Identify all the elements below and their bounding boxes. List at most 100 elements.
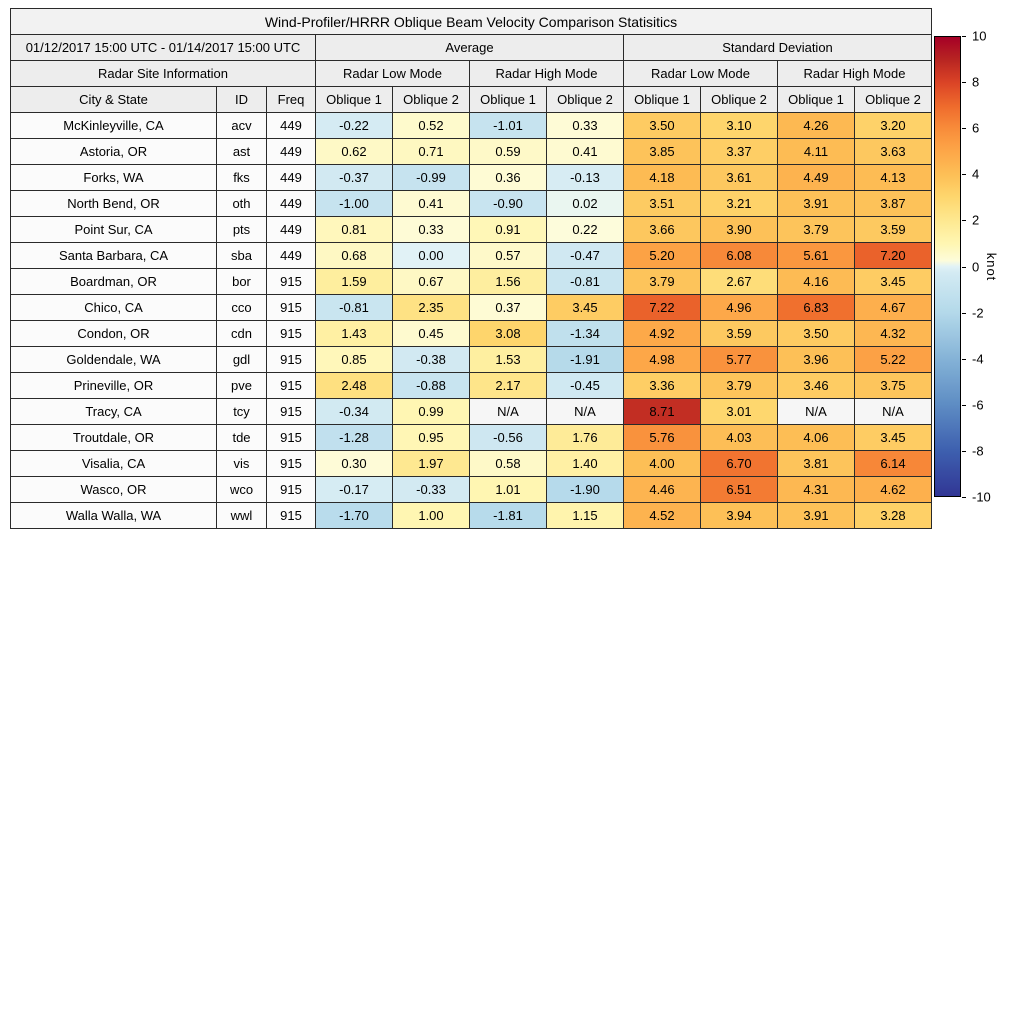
value-cell: -1.81 [469,502,547,529]
colorbar-tick-mark [962,358,966,360]
colorbar-tick-mark [962,36,966,37]
city-cell: Boardman, OR [10,268,217,295]
freq-cell: 449 [266,112,316,139]
value-cell: 0.58 [469,450,547,477]
colorbar-tick-mark [962,404,966,406]
colorbar-tick-mark [962,82,966,84]
colorbar-tick-mark [962,266,966,268]
value-cell: 3.79 [623,268,701,295]
freq-cell: 915 [266,476,316,503]
col-header-id: ID [216,86,267,113]
value-cell: 2.35 [392,294,470,321]
table-row: Prineville, OR pve 915 2.48 -0.88 2.17 -0.45 3.… [10,372,932,399]
value-cell: 4.92 [623,320,701,347]
freq-cell: 915 [266,450,316,477]
value-cell: 5.22 [854,346,932,373]
value-cell: 6.51 [700,476,778,503]
value-cell: 3.66 [623,216,701,243]
value-cell: 3.90 [700,216,778,243]
value-cell: 6.08 [700,242,778,269]
value-cell: 3.96 [777,346,855,373]
value-cell: 0.41 [546,138,624,165]
site-id-cell: tde [216,424,267,451]
site-id-cell: ast [216,138,267,165]
colorbar-tick-label: 2 [972,212,980,228]
value-cell: 0.91 [469,216,547,243]
group-header-average: Average [315,34,624,61]
table-row: Forks, WA fks 449 -0.37 -0.99 0.36 -0.13 4.18 3.… [10,164,932,191]
freq-cell: 915 [266,398,316,425]
value-cell: 6.14 [854,450,932,477]
value-cell: -0.81 [315,294,393,321]
table-row: Condon, OR cdn 915 1.43 0.45 3.08 -1.34 4.92 3.5… [10,320,932,347]
site-id-cell: cdn [216,320,267,347]
freq-cell: 915 [266,346,316,373]
colorbar-tick-label: -4 [972,351,984,367]
colorbar-tick-label: 8 [972,74,980,90]
colorbar-tick-mark [962,497,966,498]
city-cell: Condon, OR [10,320,217,347]
value-cell: N/A [777,398,855,425]
value-cell: 7.22 [623,294,701,321]
value-cell: 4.26 [777,112,855,139]
value-cell: -1.90 [546,476,624,503]
value-cell: 0.59 [469,138,547,165]
value-cell: 3.46 [777,372,855,399]
value-cell: 6.83 [777,294,855,321]
value-cell: -1.34 [546,320,624,347]
city-cell: Santa Barbara, CA [10,242,217,269]
table-row: Visalia, CA vis 915 0.30 1.97 0.58 1.40 4.00 6.7… [10,450,932,477]
value-cell: 1.00 [392,502,470,529]
value-cell: 4.18 [623,164,701,191]
colorbar-tick-label: 4 [972,166,980,182]
value-cell: 3.50 [623,112,701,139]
value-cell: 1.15 [546,502,624,529]
mode-header-std-high: Radar High Mode [777,60,932,87]
value-cell: 0.37 [469,294,547,321]
value-cell: 0.85 [315,346,393,373]
value-cell: -0.38 [392,346,470,373]
value-cell: 3.20 [854,112,932,139]
value-cell: -0.34 [315,398,393,425]
city-cell: Visalia, CA [10,450,217,477]
value-cell: 1.97 [392,450,470,477]
value-cell: -0.33 [392,476,470,503]
value-cell: 4.13 [854,164,932,191]
value-cell: 3.08 [469,320,547,347]
value-cell: 3.45 [854,424,932,451]
city-cell: Forks, WA [10,164,217,191]
value-cell: 3.45 [546,294,624,321]
value-cell: 4.49 [777,164,855,191]
value-cell: 0.22 [546,216,624,243]
value-cell: 3.91 [777,190,855,217]
value-cell: 4.32 [854,320,932,347]
value-cell: 1.59 [315,268,393,295]
site-id-cell: sba [216,242,267,269]
table-title: Wind-Profiler/HRRR Oblique Beam Velocity… [10,8,932,35]
value-cell: 0.99 [392,398,470,425]
title-row: Wind-Profiler/HRRR Oblique Beam Velocity… [10,8,932,35]
table-row: Walla Walla, WA wwl 915 -1.70 1.00 -1.81 1.15 4… [10,502,932,529]
stats-table: Wind-Profiler/HRRR Oblique Beam Velocity… [10,8,932,529]
value-cell: 0.81 [315,216,393,243]
value-cell: 3.75 [854,372,932,399]
colorbar-tick-mark [962,174,966,176]
value-cell: 3.21 [700,190,778,217]
group-header-stddev: Standard Deviation [623,34,932,61]
value-cell: 0.41 [392,190,470,217]
value-cell: 6.70 [700,450,778,477]
value-cell: 3.91 [777,502,855,529]
value-cell: 0.71 [392,138,470,165]
value-cell: -0.88 [392,372,470,399]
value-cell: N/A [469,398,547,425]
site-id-cell: oth [216,190,267,217]
value-cell: -0.99 [392,164,470,191]
site-info-header: Radar Site Information [10,60,316,87]
colorbar-tick-label: 6 [972,120,980,136]
table-row: Santa Barbara, CA sba 449 0.68 0.00 0.57 -0.47… [10,242,932,269]
value-cell: 7.20 [854,242,932,269]
col-header-oblique2: Oblique 2 [700,86,778,113]
col-header-oblique1: Oblique 1 [777,86,855,113]
value-cell: 0.68 [315,242,393,269]
